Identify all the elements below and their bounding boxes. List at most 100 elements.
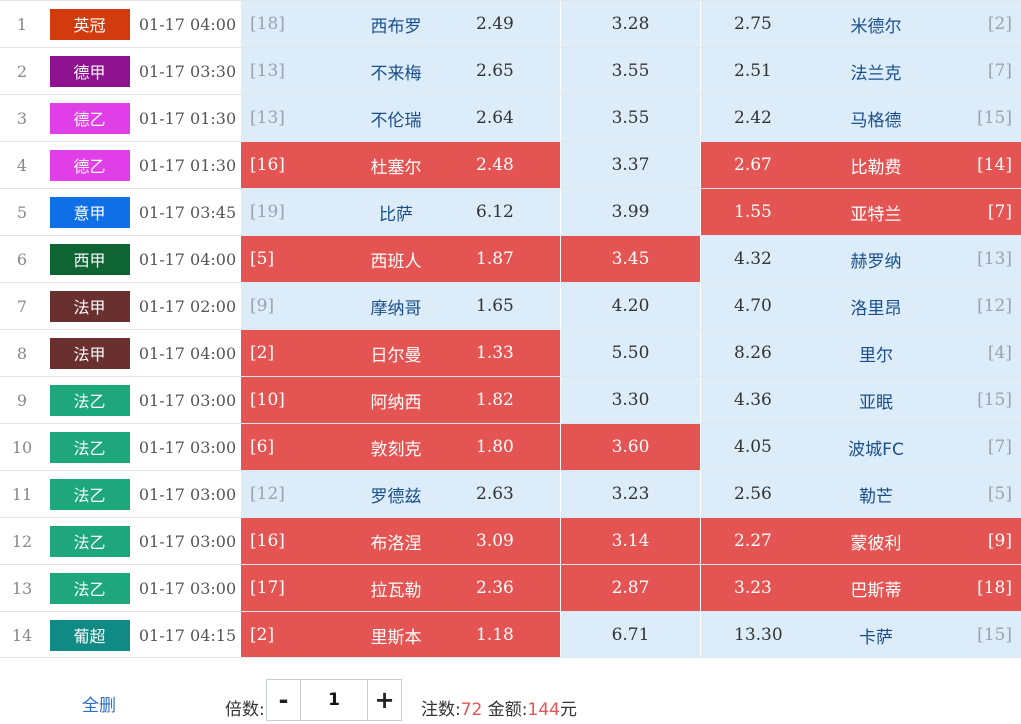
away-win-option[interactable]: 4.36 亚眠 [15] [700,377,1021,423]
draw-option[interactable]: 6.71 [560,612,700,658]
league-badge[interactable]: 法乙 [49,525,130,557]
multiplier-stepper: - 1 + [266,679,402,721]
away-odds: 2.67 [734,155,772,175]
home-rank: [2] [250,625,275,645]
draw-odds: 3.55 [611,108,650,128]
away-win-option[interactable]: 2.51 法兰克 [7] [700,48,1021,94]
league-cell: 德乙 [44,142,135,188]
away-win-option[interactable]: 8.26 里尔 [4] [700,330,1021,376]
home-team: 里斯本 [370,627,422,648]
away-win-option[interactable]: 4.32 赫罗纳 [13] [700,236,1021,282]
away-rank: [9] [987,531,1012,551]
league-cell: 法甲 [44,283,135,329]
home-win-option[interactable]: [6] 敦刻克 1.80 [240,424,560,470]
league-badge[interactable]: 法乙 [49,478,130,510]
clear-all-button[interactable]: 全删 [82,696,116,716]
away-win-option[interactable]: 3.23 巴斯蒂 [18] [700,565,1021,611]
away-team: 米德尔 [850,16,902,37]
home-team: 布洛涅 [370,533,422,554]
home-win-option[interactable]: [12] 罗德兹 2.63 [240,471,560,517]
home-team: 敦刻克 [370,439,422,460]
draw-option[interactable]: 3.30 [560,377,700,423]
home-win-option[interactable]: [2] 日尔曼 1.33 [240,330,560,376]
league-badge[interactable]: 意甲 [49,196,130,228]
away-win-option[interactable]: 2.75 米德尔 [2] [700,1,1021,47]
home-win-option[interactable]: [9] 摩纳哥 1.65 [240,283,560,329]
home-win-option[interactable]: [10] 阿纳西 1.82 [240,377,560,423]
away-win-option[interactable]: 2.56 勒芒 [5] [700,471,1021,517]
away-odds: 8.26 [734,343,772,363]
match-time: 01-17 04:15 [138,625,237,645]
league-badge[interactable]: 法乙 [49,572,130,604]
match-time: 01-17 04:00 [138,249,237,269]
home-win-option[interactable]: [18] 西布罗 2.49 [240,1,560,47]
away-odds: 2.27 [734,531,772,551]
draw-option[interactable]: 3.23 [560,471,700,517]
decrement-button[interactable]: - [278,686,289,714]
draw-odds: 2.87 [611,578,650,598]
home-win-option[interactable]: [16] 杜塞尔 2.48 [240,142,560,188]
amount-unit: 元 [559,700,577,720]
away-win-option[interactable]: 13.30 卡萨 [15] [700,612,1021,658]
league-badge[interactable]: 法乙 [49,431,130,463]
league-cell: 法甲 [44,330,135,376]
home-team: 西布罗 [370,16,422,37]
home-rank: [17] [250,578,285,598]
row-number: 6 [16,249,28,269]
away-rank: [15] [977,108,1012,128]
amount-label: 金额: [487,700,528,720]
draw-option[interactable]: 3.60 [560,424,700,470]
draw-option[interactable]: 4.20 [560,283,700,329]
league-badge[interactable]: 法甲 [49,337,130,369]
league-badge[interactable]: 葡超 [49,619,130,651]
away-win-option[interactable]: 4.05 波城FC [7] [700,424,1021,470]
draw-option[interactable]: 3.37 [560,142,700,188]
home-win-option[interactable]: [19] 比萨 6.12 [240,189,560,235]
home-win-option[interactable]: [5] 西班人 1.87 [240,236,560,282]
draw-option[interactable]: 2.87 [560,565,700,611]
home-win-option[interactable]: [17] 拉瓦勒 2.36 [240,565,560,611]
home-team: 阿纳西 [370,392,422,413]
draw-option[interactable]: 3.55 [560,48,700,94]
away-win-option[interactable]: 2.67 比勒费 [14] [700,142,1021,188]
draw-option[interactable]: 3.14 [560,518,700,564]
league-badge[interactable]: 法甲 [49,290,130,322]
league-badge[interactable]: 西甲 [49,243,130,275]
away-team: 赫罗纳 [850,251,902,272]
row-number: 9 [16,390,28,410]
home-rank: [13] [250,108,285,128]
home-odds: 1.18 [476,625,514,645]
home-odds: 2.63 [476,484,514,504]
match-time: 01-17 02:00 [138,296,237,316]
match-row: 6 西甲 01-17 04:00 [5] 西班人 1.87 3.45 4.32 赫罗纳 [13] [0,236,1021,283]
row-number: 4 [16,155,28,175]
home-win-option[interactable]: [13] 不伦瑞 2.64 [240,95,560,141]
away-win-option[interactable]: 2.42 马格德 [15] [700,95,1021,141]
multiplier-input[interactable]: 1 [300,680,368,720]
away-win-option[interactable]: 1.55 亚特兰 [7] [700,189,1021,235]
draw-odds: 5.50 [611,343,650,363]
home-odds: 2.49 [476,14,514,34]
away-win-option[interactable]: 4.70 洛里昂 [12] [700,283,1021,329]
away-odds: 2.56 [734,484,772,504]
draw-option[interactable]: 3.45 [560,236,700,282]
draw-option[interactable]: 3.28 [560,1,700,47]
away-odds: 3.23 [734,578,772,598]
league-badge[interactable]: 德乙 [49,102,130,134]
league-badge[interactable]: 德甲 [49,55,130,87]
draw-option[interactable]: 3.55 [560,95,700,141]
home-team: 西班人 [370,251,422,272]
draw-option[interactable]: 5.50 [560,330,700,376]
away-win-option[interactable]: 2.27 蒙彼利 [9] [700,518,1021,564]
league-badge[interactable]: 法乙 [49,384,130,416]
increment-button[interactable]: + [374,686,395,714]
league-badge[interactable]: 英冠 [49,8,130,40]
league-cell: 英冠 [44,1,135,47]
league-badge[interactable]: 德乙 [49,149,130,181]
draw-odds: 3.55 [611,61,650,81]
draw-option[interactable]: 3.99 [560,189,700,235]
home-win-option[interactable]: [2] 里斯本 1.18 [240,612,560,658]
home-win-option[interactable]: [16] 布洛涅 3.09 [240,518,560,564]
home-win-option[interactable]: [13] 不来梅 2.65 [240,48,560,94]
draw-odds: 3.30 [611,390,650,410]
